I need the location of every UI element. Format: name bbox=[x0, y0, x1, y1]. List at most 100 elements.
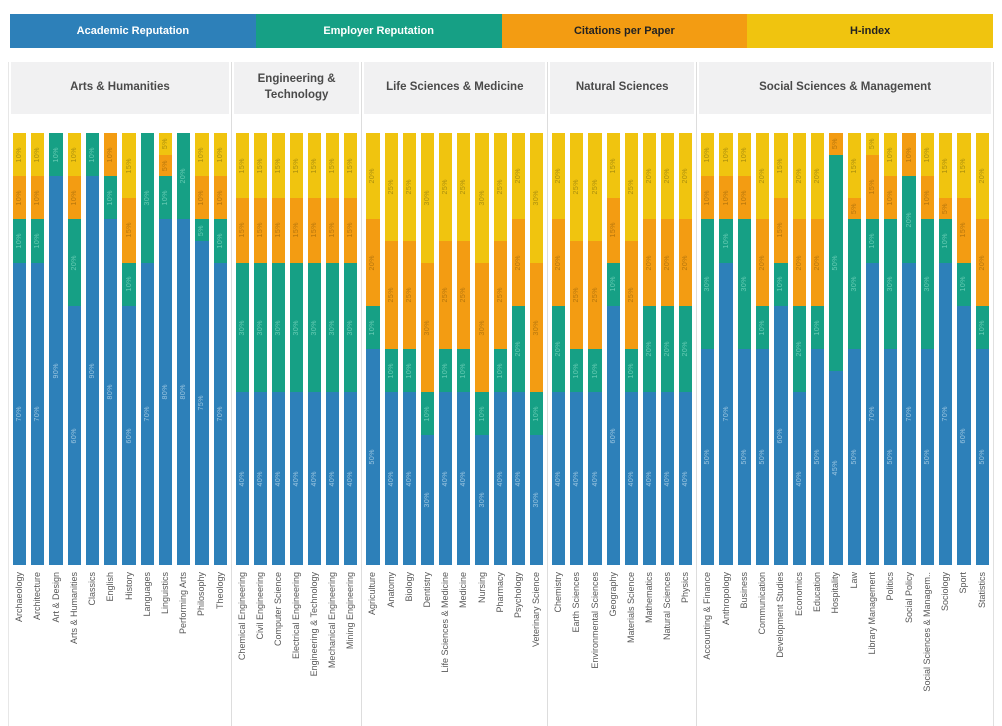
segment-citations-per-paper[interactable]: 15% bbox=[344, 197, 358, 263]
segment-academic-reputation[interactable]: 40% bbox=[511, 392, 526, 565]
segment-h-index[interactable]: 15% bbox=[606, 133, 620, 198]
segment-employer-reputation[interactable]: 30% bbox=[272, 262, 286, 393]
segment-citations-per-paper[interactable]: 20% bbox=[511, 219, 526, 306]
segment-h-index[interactable]: 20% bbox=[679, 133, 693, 220]
segment-academic-reputation[interactable]: 50% bbox=[701, 348, 715, 565]
segment-h-index[interactable]: 15% bbox=[957, 133, 971, 198]
segment-h-index[interactable]: 10% bbox=[31, 133, 45, 177]
segment-employer-reputation[interactable]: 10% bbox=[213, 219, 227, 263]
segment-employer-reputation[interactable]: 30% bbox=[737, 219, 752, 349]
segment-academic-reputation[interactable]: 70% bbox=[719, 262, 733, 565]
segment-citations-per-paper[interactable]: 10% bbox=[67, 176, 81, 220]
segment-h-index[interactable]: 15% bbox=[235, 133, 249, 198]
segment-employer-reputation[interactable]: 10% bbox=[606, 262, 620, 306]
segment-h-index[interactable]: 15% bbox=[344, 133, 358, 198]
segment-employer-reputation[interactable]: 10% bbox=[570, 349, 584, 393]
segment-academic-reputation[interactable]: 50% bbox=[810, 348, 825, 565]
segment-employer-reputation[interactable]: 10% bbox=[719, 219, 733, 263]
segment-h-index[interactable]: 10% bbox=[213, 133, 227, 177]
segment-employer-reputation[interactable]: 20% bbox=[660, 305, 674, 393]
segment-academic-reputation[interactable]: 90% bbox=[85, 176, 100, 565]
segment-employer-reputation[interactable]: 30% bbox=[253, 262, 268, 393]
segment-citations-per-paper[interactable]: 10% bbox=[884, 176, 898, 220]
segment-academic-reputation[interactable]: 60% bbox=[122, 305, 136, 565]
segment-academic-reputation[interactable]: 50% bbox=[847, 348, 861, 565]
segment-citations-per-paper[interactable]: 20% bbox=[642, 219, 656, 306]
segment-academic-reputation[interactable]: 30% bbox=[475, 435, 489, 565]
segment-citations-per-paper[interactable]: 30% bbox=[475, 262, 489, 393]
segment-academic-reputation[interactable]: 40% bbox=[235, 392, 249, 565]
segment-academic-reputation[interactable]: 40% bbox=[493, 392, 507, 565]
legend-item-citations-per-paper[interactable]: Citations per Paper bbox=[501, 14, 748, 48]
segment-academic-reputation[interactable]: 40% bbox=[624, 392, 638, 565]
segment-h-index[interactable]: 20% bbox=[756, 133, 770, 220]
segment-academic-reputation[interactable]: 50% bbox=[884, 348, 898, 565]
segment-citations-per-paper[interactable]: 10% bbox=[701, 176, 715, 220]
segment-h-index[interactable]: 15% bbox=[272, 133, 286, 198]
segment-h-index[interactable]: 10% bbox=[67, 133, 81, 177]
segment-academic-reputation[interactable]: 40% bbox=[642, 392, 656, 565]
segment-h-index[interactable]: 25% bbox=[439, 133, 453, 241]
segment-academic-reputation[interactable]: 50% bbox=[756, 348, 770, 565]
segment-academic-reputation[interactable]: 40% bbox=[290, 392, 304, 565]
segment-citations-per-paper[interactable]: 25% bbox=[402, 241, 416, 349]
segment-h-index[interactable]: 5% bbox=[865, 133, 880, 155]
segment-academic-reputation[interactable]: 40% bbox=[552, 392, 566, 565]
segment-academic-reputation[interactable]: 70% bbox=[902, 262, 916, 565]
segment-h-index[interactable]: 20% bbox=[552, 133, 566, 220]
segment-academic-reputation[interactable]: 80% bbox=[177, 219, 191, 565]
segment-citations-per-paper[interactable]: 5% bbox=[939, 197, 953, 220]
segment-employer-reputation[interactable]: 10% bbox=[384, 349, 398, 393]
segment-citations-per-paper[interactable]: 10% bbox=[902, 133, 916, 177]
segment-citations-per-paper[interactable]: 5% bbox=[829, 133, 843, 155]
segment-academic-reputation[interactable]: 50% bbox=[737, 348, 752, 565]
segment-h-index[interactable]: 15% bbox=[308, 133, 322, 198]
segment-employer-reputation[interactable]: 30% bbox=[920, 219, 935, 349]
segment-employer-reputation[interactable]: 10% bbox=[49, 133, 63, 177]
segment-citations-per-paper[interactable]: 10% bbox=[31, 176, 45, 220]
segment-h-index[interactable]: 30% bbox=[530, 133, 544, 263]
segment-citations-per-paper[interactable]: 10% bbox=[737, 176, 752, 220]
segment-academic-reputation[interactable]: 40% bbox=[402, 392, 416, 565]
segment-citations-per-paper[interactable]: 25% bbox=[570, 241, 584, 349]
segment-employer-reputation[interactable]: 10% bbox=[439, 349, 453, 393]
segment-academic-reputation[interactable]: 40% bbox=[570, 392, 584, 565]
segment-employer-reputation[interactable]: 10% bbox=[975, 305, 989, 349]
segment-employer-reputation[interactable]: 10% bbox=[475, 392, 489, 436]
segment-citations-per-paper[interactable]: 15% bbox=[253, 197, 268, 263]
segment-employer-reputation[interactable]: 10% bbox=[624, 349, 638, 393]
segment-employer-reputation[interactable]: 10% bbox=[939, 219, 953, 263]
segment-employer-reputation[interactable]: 20% bbox=[792, 305, 806, 393]
segment-citations-per-paper[interactable]: 10% bbox=[13, 176, 27, 220]
segment-citations-per-paper[interactable]: 30% bbox=[420, 262, 435, 393]
segment-h-index[interactable]: 15% bbox=[939, 133, 953, 198]
segment-employer-reputation[interactable]: 10% bbox=[420, 392, 435, 436]
segment-h-index[interactable]: 10% bbox=[13, 133, 27, 177]
segment-academic-reputation[interactable]: 70% bbox=[213, 262, 227, 565]
segment-employer-reputation[interactable]: 30% bbox=[290, 262, 304, 393]
segment-academic-reputation[interactable]: 80% bbox=[158, 219, 173, 565]
segment-employer-reputation[interactable]: 30% bbox=[326, 262, 340, 393]
segment-employer-reputation[interactable]: 10% bbox=[865, 219, 880, 263]
segment-h-index[interactable]: 30% bbox=[420, 133, 435, 263]
segment-citations-per-paper[interactable]: 20% bbox=[756, 219, 770, 306]
segment-academic-reputation[interactable]: 40% bbox=[272, 392, 286, 565]
segment-citations-per-paper[interactable]: 5% bbox=[847, 197, 861, 220]
segment-academic-reputation[interactable]: 40% bbox=[457, 392, 471, 565]
segment-employer-reputation[interactable]: 30% bbox=[884, 219, 898, 349]
segment-academic-reputation[interactable]: 40% bbox=[326, 392, 340, 565]
segment-academic-reputation[interactable]: 70% bbox=[939, 262, 953, 565]
segment-employer-reputation[interactable]: 50% bbox=[829, 154, 843, 371]
segment-h-index[interactable]: 30% bbox=[475, 133, 489, 263]
segment-employer-reputation[interactable]: 30% bbox=[344, 262, 358, 393]
legend-item-academic-reputation[interactable]: Academic Reputation bbox=[10, 14, 256, 48]
segment-h-index[interactable]: 25% bbox=[570, 133, 584, 241]
segment-h-index[interactable]: 5% bbox=[158, 133, 173, 155]
legend-item-employer-reputation[interactable]: Employer Reputation bbox=[255, 14, 502, 48]
segment-academic-reputation[interactable]: 40% bbox=[660, 392, 674, 565]
segment-h-index[interactable]: 25% bbox=[624, 133, 638, 241]
segment-citations-per-paper[interactable]: 20% bbox=[679, 219, 693, 306]
segment-h-index[interactable]: 15% bbox=[774, 133, 788, 198]
segment-h-index[interactable]: 25% bbox=[402, 133, 416, 241]
segment-academic-reputation[interactable]: 30% bbox=[420, 435, 435, 565]
